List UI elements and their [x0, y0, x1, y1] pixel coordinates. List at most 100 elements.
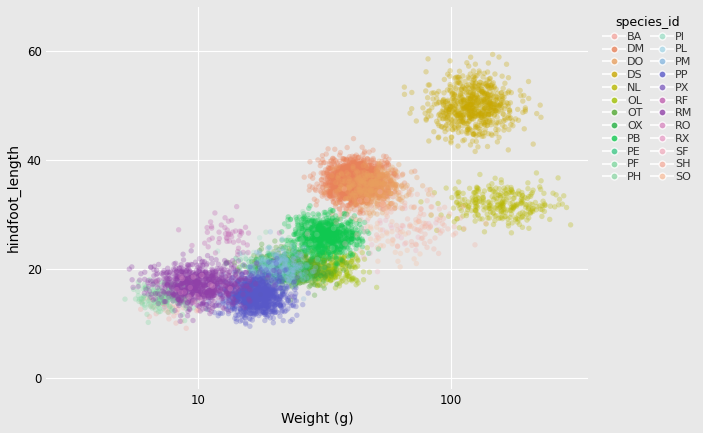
OT: [341, 260, 352, 267]
OL: [311, 257, 322, 264]
OT: [295, 265, 307, 272]
OL: [309, 272, 321, 279]
PE: [274, 278, 285, 284]
BA: [171, 303, 182, 310]
PE: [271, 272, 283, 279]
DM: [349, 181, 361, 187]
PB: [305, 243, 316, 250]
DM: [349, 173, 361, 180]
DM: [304, 173, 316, 180]
DM: [334, 206, 345, 213]
PB: [278, 245, 289, 252]
DM: [366, 157, 377, 164]
PP: [239, 280, 250, 287]
OL: [318, 259, 330, 266]
RM: [207, 284, 219, 291]
DS: [486, 132, 498, 139]
DS: [437, 99, 449, 106]
DM: [356, 185, 368, 192]
OT: [308, 269, 319, 276]
DS: [456, 118, 467, 125]
RM: [242, 283, 253, 290]
PP: [271, 291, 282, 298]
PB: [314, 237, 325, 244]
DM: [334, 152, 345, 158]
DM: [309, 186, 321, 193]
PB: [333, 244, 344, 251]
PB: [311, 237, 322, 244]
RF: [209, 210, 221, 216]
PF: [157, 294, 168, 301]
PF: [174, 297, 185, 304]
DM: [321, 169, 333, 176]
PP: [257, 280, 269, 287]
DM: [337, 178, 348, 185]
PE: [231, 255, 242, 262]
OT: [288, 254, 299, 261]
DS: [418, 104, 429, 111]
PB: [321, 237, 332, 244]
DM: [349, 179, 360, 186]
PB: [328, 239, 339, 246]
DM: [324, 169, 335, 176]
OT: [323, 255, 335, 262]
DS: [447, 107, 458, 114]
PP: [202, 306, 213, 313]
NL: [498, 187, 510, 194]
DM: [367, 172, 378, 179]
NL: [484, 186, 496, 193]
DM: [349, 179, 360, 186]
PP: [251, 286, 262, 293]
DM: [342, 182, 353, 189]
NL: [522, 216, 533, 223]
PB: [328, 236, 340, 243]
RM: [199, 259, 210, 265]
DM: [341, 184, 352, 191]
PP: [237, 298, 248, 305]
PI: [259, 265, 270, 272]
DM: [344, 169, 356, 176]
PP: [243, 290, 254, 297]
OL: [329, 245, 340, 252]
DM: [351, 177, 362, 184]
DM: [347, 197, 358, 204]
OT: [285, 269, 296, 276]
RM: [139, 276, 150, 283]
DO: [349, 198, 360, 205]
DS: [451, 112, 463, 119]
PF: [155, 294, 166, 301]
NL: [485, 200, 496, 207]
DO: [368, 182, 379, 189]
DO: [356, 169, 367, 176]
DM: [347, 188, 358, 195]
OT: [311, 264, 323, 271]
PM: [276, 281, 287, 288]
DM: [327, 179, 338, 186]
DM: [365, 183, 376, 190]
PB: [306, 233, 317, 240]
RM: [209, 286, 220, 293]
PE: [280, 265, 292, 272]
OL: [304, 265, 315, 272]
PB: [325, 240, 336, 247]
DO: [376, 178, 387, 185]
PB: [317, 232, 328, 239]
DM: [336, 190, 347, 197]
RM: [197, 258, 208, 265]
DM: [350, 169, 361, 176]
PB: [314, 227, 325, 234]
DS: [471, 100, 482, 107]
PM: [268, 275, 279, 281]
SH: [392, 226, 403, 233]
PB: [318, 233, 329, 239]
PP: [250, 295, 262, 302]
PP: [240, 281, 252, 288]
DM: [351, 178, 362, 185]
PF: [180, 300, 191, 307]
DS: [472, 82, 484, 89]
PB: [306, 235, 317, 242]
PE: [288, 265, 299, 271]
PB: [290, 248, 302, 255]
PP: [267, 289, 278, 296]
PB: [323, 221, 334, 228]
